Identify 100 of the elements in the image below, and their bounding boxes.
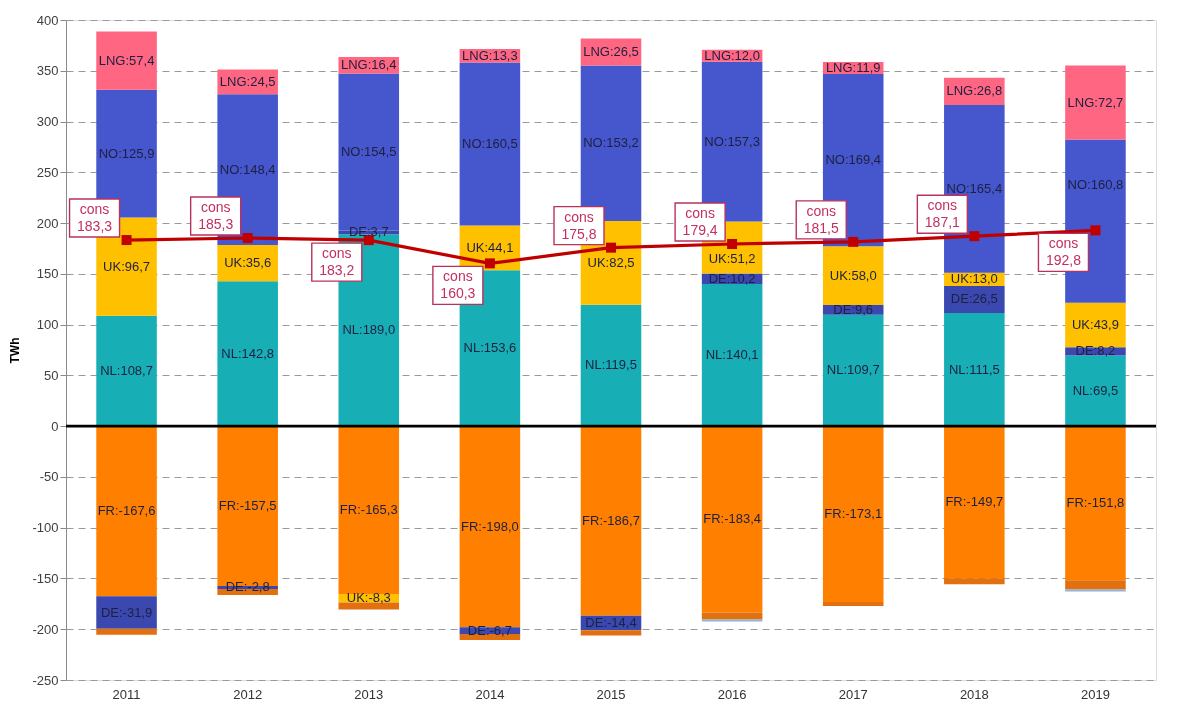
data-label: 179,4 <box>682 221 718 238</box>
point <box>242 233 253 243</box>
data-label: NO:154,5 <box>340 144 397 160</box>
data-label: 175,8 <box>561 225 597 242</box>
data-label: UK:82,5 <box>587 254 635 270</box>
data-label: FR:-198,0 <box>460 518 519 534</box>
text: cons <box>806 202 837 219</box>
data-label: NO:169,4 <box>825 152 882 168</box>
data-label: LNG:16,4 <box>340 57 397 73</box>
bar <box>338 426 400 594</box>
data-label: FR:-167,6 <box>97 503 156 519</box>
data-label: UK:-8,3 <box>346 590 391 606</box>
y-tick-label: 50 <box>44 367 59 383</box>
y-tick-label: 250 <box>36 164 59 180</box>
point <box>969 231 980 242</box>
data-label: DE:-14,4 <box>585 615 637 631</box>
y-tick-label: -150 <box>32 570 59 586</box>
data-label: DE:-31,9 <box>100 604 153 620</box>
data-label: NO:160,8 <box>1067 176 1124 192</box>
bar <box>1065 302 1126 348</box>
data-label: NO:125,9 <box>98 145 155 161</box>
data-label: 185,3 <box>198 216 234 232</box>
x-tick-label: 2015 <box>596 686 626 702</box>
bar <box>701 283 763 427</box>
data-label: DE:26,5 <box>950 291 998 307</box>
text: cons <box>200 199 231 215</box>
text: cons <box>79 201 110 218</box>
data-label: LNG:12,0 <box>704 47 760 63</box>
data-label: FR:-165,3 <box>339 502 398 518</box>
text: cons <box>685 204 715 221</box>
data-label: NL:189,0 <box>342 322 396 338</box>
data-label: NO:160,5 <box>462 135 518 151</box>
data-label: UK:35,6 <box>224 255 272 271</box>
data-label: FR:-149,7 <box>945 494 1004 510</box>
bar <box>822 246 884 306</box>
data-label: UK:13,0 <box>950 271 998 287</box>
data-label: LNG:26,5 <box>583 44 639 60</box>
bar <box>944 312 1005 427</box>
text: cons <box>321 245 352 262</box>
data-label: NL:153,6 <box>463 340 517 356</box>
data-label: NL:142,8 <box>221 345 275 361</box>
data-label: DE:9,6 <box>833 301 874 317</box>
bar <box>96 315 157 427</box>
data-label: NO:165,4 <box>946 180 1003 196</box>
bar <box>96 596 157 629</box>
data-label: LNG:26,8 <box>946 83 1003 99</box>
point <box>606 242 616 253</box>
bar <box>1065 355 1126 427</box>
bar <box>459 62 521 226</box>
y-tick-label: -50 <box>39 469 59 485</box>
x-tick-label: 2019 <box>1080 686 1110 702</box>
x-tick-label: 2017 <box>838 686 868 702</box>
data-label: 181,5 <box>803 219 839 236</box>
bar <box>459 426 521 628</box>
data-label: LNG:24,5 <box>219 73 276 89</box>
data-label: UK:96,7 <box>103 258 151 274</box>
data-label: NO:153,2 <box>583 135 639 151</box>
y-tick-label: 100 <box>36 317 59 333</box>
bar <box>96 31 157 90</box>
y-tick-label: 350 <box>36 63 59 79</box>
bar <box>580 630 642 636</box>
data-label: 160,3 <box>440 285 476 302</box>
data-label: FR:-151,8 <box>1066 495 1125 511</box>
bar <box>944 578 1005 585</box>
bar <box>338 602 400 610</box>
data-label: UK:51,2 <box>708 250 756 266</box>
y-tick-label: 0 <box>51 418 59 434</box>
point <box>484 258 495 269</box>
y-tick-label: -250 <box>32 672 59 688</box>
y-tick-label: -200 <box>32 621 59 637</box>
bar <box>1065 589 1126 592</box>
bar <box>96 426 157 597</box>
data-label: NO:148,4 <box>219 161 276 177</box>
bar <box>944 426 1005 579</box>
bar <box>580 426 642 616</box>
point <box>727 238 738 249</box>
data-label: UK:43,9 <box>1071 316 1119 332</box>
x-tick-label: 2013 <box>354 686 384 702</box>
bar <box>1065 580 1126 590</box>
point <box>121 235 132 246</box>
y-tick-label: 200 <box>36 215 59 231</box>
bar <box>701 612 763 620</box>
data-label: NL:69,5 <box>1072 382 1119 398</box>
bar <box>580 304 642 427</box>
data-label: NL:140,1 <box>705 347 759 363</box>
bar <box>822 426 884 602</box>
y-tick-label: 400 <box>36 12 59 28</box>
bar <box>1065 426 1126 581</box>
bar <box>96 628 157 635</box>
x-tick-label: 2012 <box>233 686 263 702</box>
data-label: FR:-183,4 <box>703 511 762 527</box>
text: cons <box>927 197 958 214</box>
series-label: cons <box>1048 235 1079 252</box>
data-label: UK:58,0 <box>829 267 877 283</box>
data-label: NL:119,5 <box>585 357 637 373</box>
data-label: 183,3 <box>77 218 113 235</box>
bar <box>1065 65 1126 140</box>
data-label: NL:108,7 <box>100 362 153 378</box>
data-label: LNG:57,4 <box>98 52 155 68</box>
data-label: FR:-173,1 <box>824 506 883 522</box>
